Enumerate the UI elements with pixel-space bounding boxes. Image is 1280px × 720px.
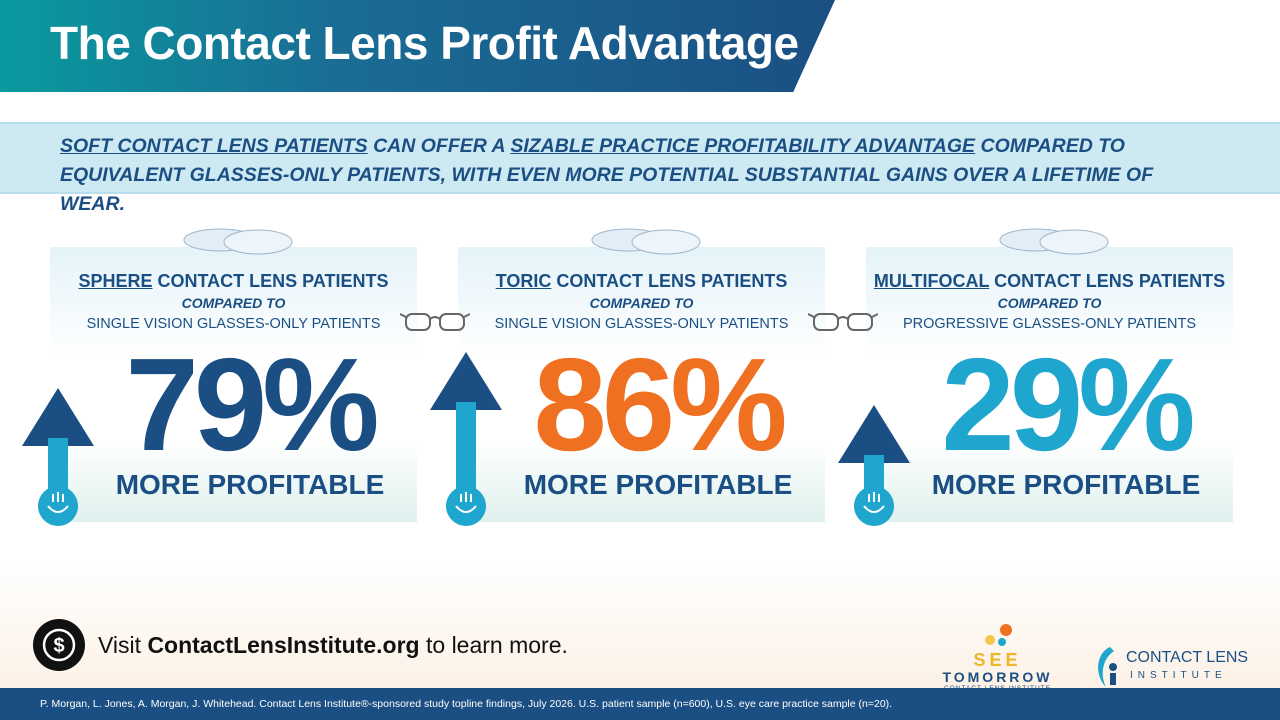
comparison: PROGRESSIVE GLASSES-ONLY PATIENTS — [902, 316, 1197, 332]
card-heading-text: CONTACT LENS PATIENTS — [994, 271, 1226, 291]
lens — [631, 229, 701, 255]
lens-icon — [999, 228, 1109, 255]
card-highlight: MULTIFOCAL — [873, 271, 990, 291]
percent: 29% — [941, 331, 1195, 478]
glasses-icon — [808, 313, 878, 331]
comparison: SINGLE VISION GLASSES-ONLY PATIENTS — [86, 316, 381, 332]
comparison: SINGLE VISION GLASSES-ONLY PATIENTS — [494, 316, 789, 332]
card-heading-text: CONTACT LENS PATIENTS — [157, 271, 389, 291]
card: MULTIFOCAL CONTACT LENS PATIENTS COMPARED… — [866, 247, 1233, 522]
citation-bar: P. Morgan, L. Jones, A. Morgan, J. White… — [0, 688, 1280, 720]
logo-text: TOMORROW — [942, 669, 1053, 685]
card: TORIC CONTACT LENS PATIENTS COMPARED TO SI… — [458, 247, 825, 522]
logo-dots — [984, 624, 1012, 646]
arrow-icon — [22, 388, 94, 526]
card: SPHERE CONTACT LENS PATIENTS COMPARED TO S… — [50, 247, 417, 522]
percent: 79% — [125, 331, 379, 478]
banner-text: EQUIVALENT GLASSES-ONLY PATIENTS, WITH E… — [60, 164, 1154, 215]
banner-emphasis: SIZABLE PRACTICE PROFITABILITY ADVANTAGE — [510, 135, 976, 157]
visit-line: Visit ContactLensInstitute.org to learn … — [98, 632, 568, 659]
arrow-base-icon — [863, 492, 885, 513]
percent: 86% — [533, 331, 787, 478]
arrow-base-icon — [47, 492, 69, 513]
logo-text: SEE — [973, 650, 1022, 670]
site-link[interactable]: ContactLensInstitute.org — [147, 632, 420, 658]
citation: P. Morgan, L. Jones, A. Morgan, J. White… — [40, 698, 893, 710]
card-highlight: TORIC — [495, 271, 552, 291]
visit-text: to learn more. — [426, 632, 568, 658]
card-heading: MULTIFOCAL CONTACT LENS PATIENTS — [866, 271, 1233, 292]
dollar-icon: $ — [33, 619, 85, 671]
card-heading: TORIC CONTACT LENS PATIENTS — [458, 271, 825, 292]
banner-text: CAN OFFER A — [373, 135, 505, 157]
logo-text: CONTACT LENS — [1126, 649, 1249, 666]
lens-icon — [591, 228, 701, 255]
lens — [1039, 229, 1109, 255]
arrow-base — [38, 486, 78, 526]
arrow-base — [446, 486, 486, 526]
title-bar: The Contact Lens Profit Advantage — [0, 0, 835, 92]
logo-text: INSTITUTE — [1130, 670, 1227, 681]
banner-text: COMPARED TO — [980, 135, 1125, 157]
logo-mark — [1098, 647, 1117, 687]
svg-text:$: $ — [53, 635, 64, 657]
compared-to: COMPARED TO — [589, 295, 694, 311]
caption: MORE PROFITABLE — [931, 469, 1201, 500]
title: The Contact Lens Profit Advantage — [50, 17, 799, 69]
compared-to: COMPARED TO — [997, 295, 1102, 311]
caption: MORE PROFITABLE — [115, 469, 385, 500]
arrow-head — [838, 405, 910, 463]
arrow-icon — [838, 405, 910, 526]
glasses-icon — [400, 313, 470, 331]
arrow-head — [430, 352, 502, 410]
arrow-head — [22, 388, 94, 446]
visit-text: Visit — [98, 632, 142, 658]
arrow-base — [854, 486, 894, 526]
caption: MORE PROFITABLE — [523, 469, 793, 500]
compared-to: COMPARED TO — [181, 295, 286, 311]
see-tomorrow-logo: SEE TOMORROW CONTACT LENS INSTITUTE — [930, 622, 1065, 692]
lens-icon — [183, 228, 293, 255]
banner-emphasis: SOFT CONTACT LENS PATIENTS — [60, 135, 368, 157]
arrow-base-icon — [455, 492, 477, 513]
arrow-icon — [430, 352, 502, 526]
lens — [223, 229, 293, 255]
card-heading-text: CONTACT LENS PATIENTS — [556, 271, 788, 291]
card-highlight: SPHERE — [78, 271, 153, 291]
banner: SOFT CONTACT LENS PATIENTS CAN OFFER A S… — [0, 122, 1280, 215]
card-heading: SPHERE CONTACT LENS PATIENTS — [50, 271, 417, 292]
